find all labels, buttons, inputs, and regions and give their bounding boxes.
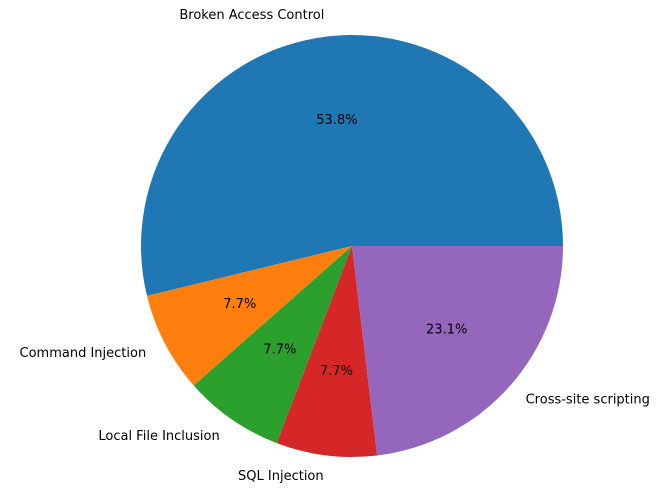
pct-label-cross-site-scripting: 23.1% bbox=[426, 323, 467, 338]
pie-slice-broken-access-control bbox=[141, 35, 563, 296]
pie-slice-local-file-inclusion bbox=[193, 246, 352, 444]
slice-label-command-injection: Command Injection bbox=[20, 346, 147, 361]
pct-label-local-file-inclusion: 7.7% bbox=[263, 343, 296, 358]
slice-label-cross-site-scripting: Cross-site scripting bbox=[526, 393, 650, 408]
pie-slice-sql-injection bbox=[276, 246, 378, 457]
slice-label-local-file-inclusion: Local File Inclusion bbox=[98, 429, 219, 444]
pct-label-sql-injection: 7.7% bbox=[320, 364, 353, 379]
pct-label-broken-access-control: 53.8% bbox=[316, 113, 357, 128]
pie-slice-cross-site-scripting bbox=[352, 246, 563, 456]
pie-slice-command-injection bbox=[146, 246, 352, 386]
slice-label-broken-access-control: Broken Access Control bbox=[179, 8, 324, 23]
pct-label-command-injection: 7.7% bbox=[223, 297, 256, 312]
slice-label-sql-injection: SQL Injection bbox=[238, 469, 324, 484]
